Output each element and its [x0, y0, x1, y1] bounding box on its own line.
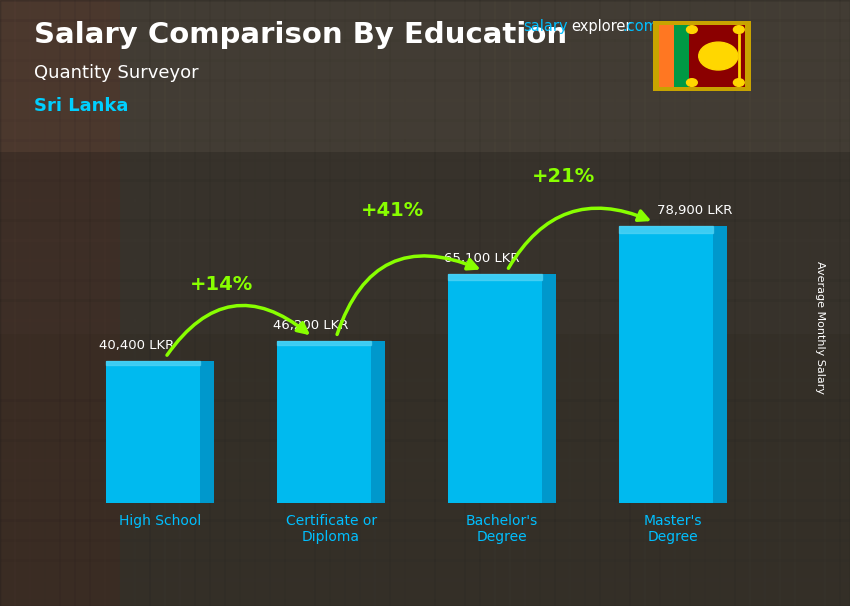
- Text: Salary Comparison By Education: Salary Comparison By Education: [34, 21, 567, 49]
- Text: +21%: +21%: [532, 167, 595, 186]
- Circle shape: [687, 25, 697, 33]
- FancyArrowPatch shape: [508, 208, 648, 268]
- Bar: [106, 361, 201, 503]
- Circle shape: [734, 25, 745, 33]
- Bar: [106, 361, 201, 365]
- Circle shape: [699, 42, 738, 70]
- Bar: [689, 25, 745, 87]
- FancyArrowPatch shape: [337, 256, 477, 335]
- Text: +41%: +41%: [361, 201, 424, 221]
- Text: Average Monthly Salary: Average Monthly Salary: [815, 261, 825, 394]
- Circle shape: [687, 79, 697, 87]
- Text: 40,400 LKR: 40,400 LKR: [99, 339, 174, 352]
- Text: explorer: explorer: [571, 19, 632, 35]
- Bar: [277, 341, 371, 503]
- Polygon shape: [542, 274, 556, 503]
- Bar: [674, 25, 689, 87]
- Text: 46,200 LKR: 46,200 LKR: [273, 319, 348, 332]
- Circle shape: [734, 79, 745, 87]
- Text: +14%: +14%: [190, 275, 253, 294]
- Text: .com: .com: [622, 19, 658, 35]
- Text: 65,100 LKR: 65,100 LKR: [444, 252, 519, 265]
- Bar: [277, 341, 371, 345]
- Text: Quantity Surveyor: Quantity Surveyor: [34, 64, 199, 82]
- Bar: [448, 274, 542, 503]
- Text: Sri Lanka: Sri Lanka: [34, 97, 128, 115]
- Polygon shape: [201, 361, 214, 503]
- Polygon shape: [371, 341, 385, 503]
- Text: salary: salary: [523, 19, 568, 35]
- Bar: [448, 274, 542, 280]
- Bar: [619, 225, 713, 233]
- FancyArrowPatch shape: [167, 305, 307, 355]
- Bar: [659, 25, 674, 87]
- Bar: [619, 225, 713, 503]
- Text: 78,900 LKR: 78,900 LKR: [657, 204, 733, 217]
- Bar: [659, 25, 745, 87]
- Polygon shape: [713, 225, 727, 503]
